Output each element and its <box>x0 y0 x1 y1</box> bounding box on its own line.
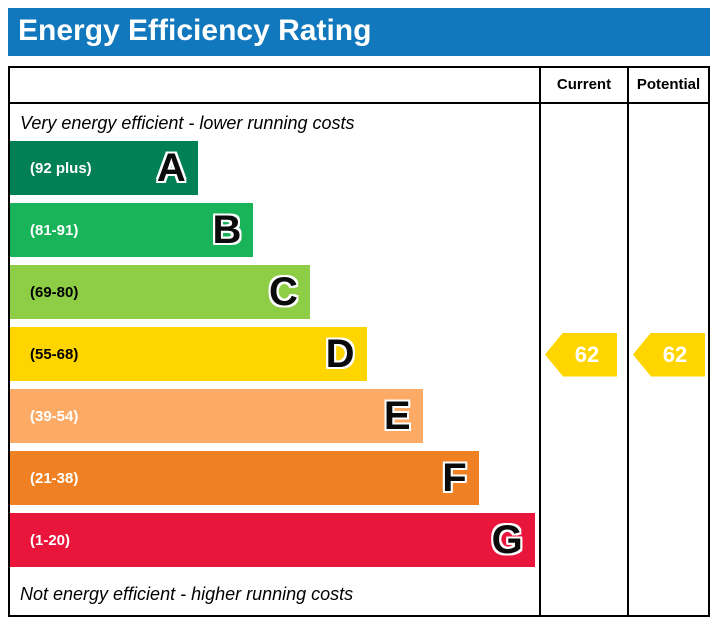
band-row-e: (39-54) E <box>10 389 539 451</box>
band-range: (69-80) <box>30 283 79 301</box>
bottom-caption: Not energy efficient - higher running co… <box>20 583 354 604</box>
page-title-text: Energy Efficiency Rating <box>18 14 372 47</box>
band-letter: D <box>325 332 355 377</box>
band-bar: (81-91) B <box>10 203 254 258</box>
band-letter: B <box>212 208 242 253</box>
band-row-a: (92 plus) A <box>10 141 539 203</box>
band-range: (1-20) <box>30 531 71 549</box>
band-letter: F <box>442 456 467 501</box>
column-header-potential: Potential <box>627 67 708 104</box>
current-rating-arrow: 62 <box>545 332 617 377</box>
band-row-f: (21-38) F <box>10 451 539 513</box>
current-column: 62 <box>539 103 627 615</box>
band-bar: (1-20) G <box>10 513 535 568</box>
band-row-c: (69-80) C <box>10 265 539 327</box>
band-bar: (92 plus) A <box>10 141 198 196</box>
band-bar: (69-80) C <box>10 265 310 320</box>
band-list: (92 plus) A (81-91) B (69-80) C (55-68) … <box>10 141 539 575</box>
top-caption: Very energy efficient - lower running co… <box>20 112 355 133</box>
band-row-g: (1-20) G <box>10 513 539 575</box>
band-bar: (55-68) D <box>10 327 367 382</box>
band-letter: C <box>269 270 298 315</box>
band-letter: A <box>156 146 186 191</box>
potential-column: 62 <box>627 103 708 615</box>
potential-rating-arrow: 62 <box>633 332 705 377</box>
band-range: (81-91) <box>30 221 79 239</box>
potential-rating-value: 62 <box>662 341 688 367</box>
band-range: (39-54) <box>30 407 79 425</box>
band-letter: E <box>383 394 411 439</box>
column-header-spacer <box>10 68 539 104</box>
band-range: (92 plus) <box>30 159 92 177</box>
energy-efficiency-chart: Current Potential Very energy efficient … <box>8 65 710 617</box>
band-row-d: (55-68) D <box>10 327 539 389</box>
band-bar: (39-54) E <box>10 389 423 444</box>
band-letter: G <box>491 518 523 563</box>
band-range: (55-68) <box>30 345 79 363</box>
band-bar: (21-38) F <box>10 451 479 506</box>
band-chart-area: Very energy efficient - lower running co… <box>10 104 539 615</box>
column-header-current: Current <box>539 67 627 104</box>
band-range: (21-38) <box>30 469 79 487</box>
page-title: Energy Efficiency Rating <box>8 8 710 56</box>
band-row-b: (81-91) B <box>10 203 539 265</box>
current-rating-value: 62 <box>574 341 600 367</box>
